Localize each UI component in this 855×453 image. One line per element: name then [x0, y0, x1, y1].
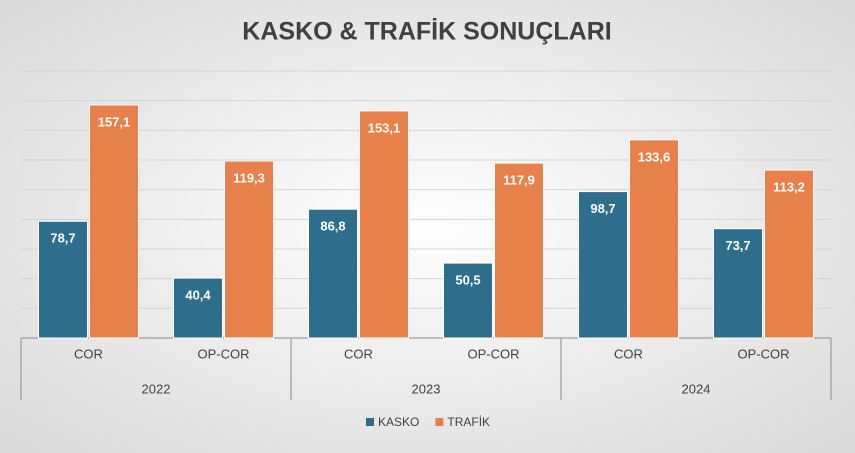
bar	[494, 162, 544, 339]
group-label: 2023	[412, 381, 441, 396]
bar	[308, 208, 358, 339]
data-label: 78,7	[50, 231, 75, 246]
bar	[224, 160, 274, 339]
data-label: 153,1	[368, 120, 401, 135]
bar	[578, 191, 628, 339]
bar	[89, 104, 139, 339]
bar	[173, 277, 223, 339]
x-tick-label: COR	[74, 346, 103, 361]
bar	[713, 228, 763, 339]
data-label: 157,1	[98, 114, 131, 129]
group-label: 2022	[142, 381, 171, 396]
chart-title: KASKO & TRAFİK SONUÇLARI	[242, 18, 611, 46]
data-label: 50,5	[455, 273, 480, 288]
bar	[629, 139, 679, 339]
data-label: 40,4	[185, 288, 211, 303]
x-tick-label: OP-COR	[738, 346, 790, 361]
x-tick-label: OP-COR	[468, 346, 520, 361]
data-label: 73,7	[725, 238, 750, 253]
legend-swatch	[366, 418, 374, 426]
data-label: 119,3	[233, 170, 265, 185]
x-tick-label: OP-COR	[198, 346, 250, 361]
bar	[359, 110, 409, 339]
data-label: 113,2	[773, 180, 805, 195]
legend-label: TRAFİK	[447, 415, 490, 429]
data-label: 117,9	[503, 173, 535, 188]
bar	[764, 169, 814, 339]
legend-swatch	[435, 418, 444, 426]
group-label: 2024	[682, 381, 711, 396]
x-tick-label: COR	[344, 346, 373, 361]
data-label: 86,8	[320, 219, 345, 234]
x-tick-label: COR	[614, 346, 643, 361]
data-label: 133,6	[638, 149, 671, 164]
bar	[443, 262, 493, 339]
data-label: 98,7	[590, 201, 615, 216]
bar	[38, 220, 88, 339]
legend-label: KASKO	[378, 415, 419, 429]
